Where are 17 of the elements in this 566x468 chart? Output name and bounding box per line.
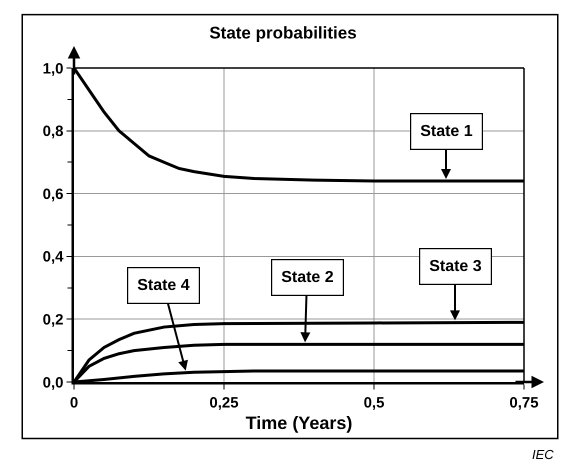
y-tick-label: 0,8 <box>42 123 64 140</box>
y-tick-label: 1,0 <box>42 60 64 78</box>
x-tick-label: 0,5 <box>364 394 384 412</box>
y-tick-label: 0,4 <box>42 248 64 266</box>
annotation: State 1 <box>420 123 473 140</box>
x-tick-label: 0 <box>70 394 78 412</box>
text: IEC <box>532 447 554 462</box>
x-tick-label: 0,25 <box>209 394 239 412</box>
annotation: State 4 <box>137 277 190 294</box>
x-tick-label: 0,75 <box>509 394 539 412</box>
annotation: State 3 <box>429 258 482 276</box>
y-tick-label: 0,6 <box>42 186 64 203</box>
annotation: State 2 <box>281 269 334 286</box>
y-tick-label: 0,0 <box>42 374 64 392</box>
chart-title: State probabilities <box>209 24 357 43</box>
x-axis-title: Time (Years) <box>246 412 352 433</box>
y-tick-label: 0,2 <box>42 311 64 328</box>
